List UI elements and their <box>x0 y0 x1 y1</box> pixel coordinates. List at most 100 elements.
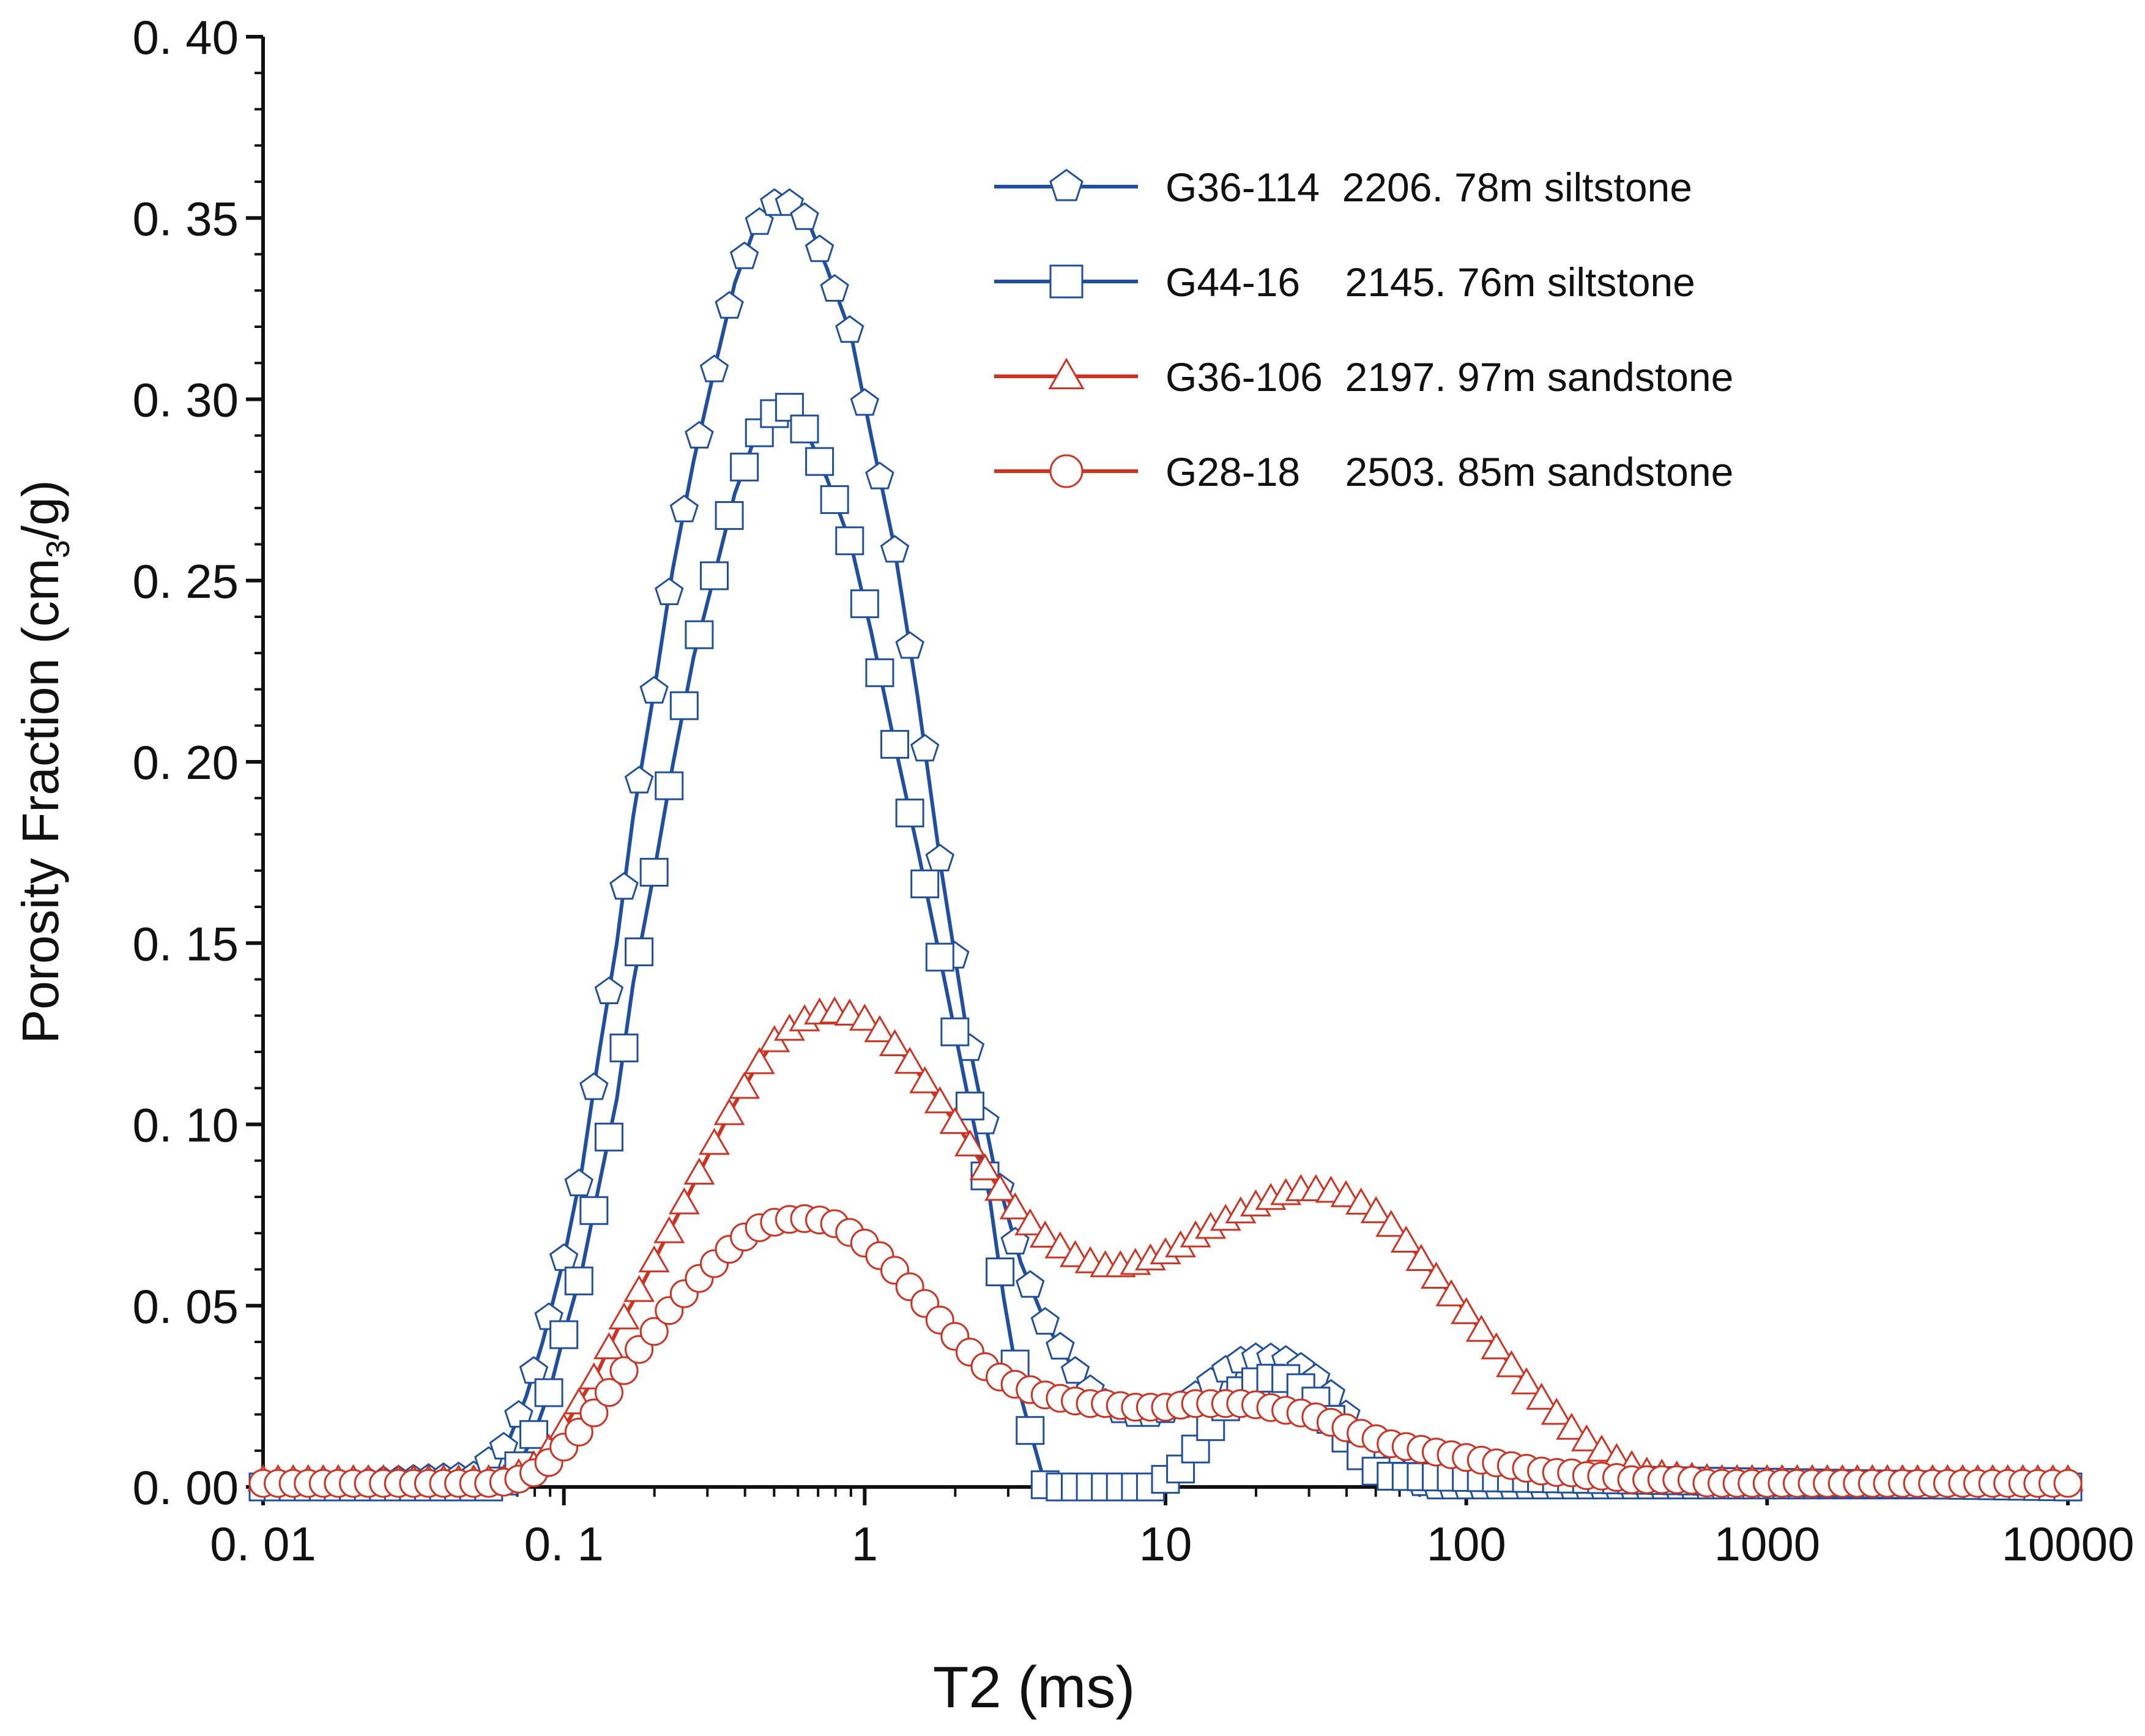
series-marker <box>879 1029 911 1056</box>
series-marker <box>954 1129 986 1157</box>
series-marker <box>865 461 894 490</box>
series-4 <box>248 1204 2083 1498</box>
series-marker <box>519 1356 549 1384</box>
series-marker <box>850 388 880 416</box>
series-marker <box>549 1243 579 1271</box>
series-marker <box>638 1245 670 1273</box>
legend-item: G44-16 2145. 76m siltstone <box>994 259 1695 305</box>
y-tick-label: 0. 25 <box>133 554 239 608</box>
series-marker <box>625 937 654 967</box>
series-marker <box>564 1266 593 1295</box>
y-axis-title-subscript: 3 <box>40 540 76 558</box>
series-marker <box>1345 1187 1377 1215</box>
series-marker <box>790 202 819 230</box>
series-marker <box>1044 1231 1076 1259</box>
y-tick-label: 0. 05 <box>133 1280 239 1333</box>
series-marker <box>1586 1434 1618 1462</box>
series-marker <box>1014 1208 1046 1235</box>
series-marker <box>730 452 759 482</box>
series-marker <box>608 1302 640 1330</box>
legend-label: G44-16 2145. 76m siltstone <box>1165 259 1695 305</box>
series-marker <box>549 1320 579 1349</box>
y-axis-ticks: 0. 00 0. 05 0. 10 0. 15 0. 20 0. 25 0. 30 0. 35… <box>133 10 263 1514</box>
y-axis-title-group: Porosity Fraction (cm3/g) <box>12 480 76 1044</box>
series-marker <box>594 1122 623 1152</box>
plot-area: 0. 00 0. 05 0. 10 0. 15 0. 20 0. 25 0. 30 0. 35… <box>133 10 2135 1571</box>
series-marker <box>1481 1332 1512 1360</box>
series-marker <box>955 1091 984 1120</box>
series-marker <box>969 1153 1001 1180</box>
series-marker <box>895 631 924 659</box>
series-marker <box>849 1004 880 1031</box>
series-marker <box>1420 1261 1452 1289</box>
x-tick-label: 1 <box>852 1517 878 1571</box>
series-marker <box>653 1216 685 1243</box>
series-marker <box>669 691 699 720</box>
series-marker <box>940 1017 970 1046</box>
y-axis-title-tail: /g) <box>12 480 69 540</box>
series-marker <box>639 857 669 887</box>
y-tick-label: 0. 40 <box>133 10 239 64</box>
y-axis-title: Porosity Fraction (cm3/g) <box>12 480 76 1044</box>
series-marker <box>700 561 729 590</box>
series-marker <box>669 494 699 523</box>
series-marker <box>850 589 879 619</box>
series-marker <box>1016 1416 1045 1445</box>
series-marker <box>609 872 639 900</box>
y-axis-title-main: Porosity Fraction (cm <box>12 558 69 1044</box>
series-marker <box>519 1420 548 1449</box>
series-marker <box>1375 1210 1407 1237</box>
series-marker <box>1330 1180 1362 1207</box>
x-axis-title: T2 (ms) <box>933 1655 1136 1720</box>
series-marker <box>639 676 669 704</box>
series-marker <box>2053 1469 2083 1498</box>
legend-marker <box>1049 168 1084 201</box>
series-marker <box>924 1086 956 1114</box>
series-marker <box>1541 1398 1572 1425</box>
series-marker <box>909 1066 941 1093</box>
series-marker <box>835 526 864 556</box>
series-marker <box>1016 1270 1045 1298</box>
series-marker <box>820 485 849 514</box>
legend-label: G36-106 2197. 97m sandstone <box>1165 354 1733 400</box>
series-marker <box>534 1378 563 1407</box>
series-marker <box>579 1072 609 1100</box>
series-marker <box>685 620 714 649</box>
legend-label: G28-18 2503. 85m sandstone <box>1165 449 1733 494</box>
series-marker <box>1511 1367 1542 1395</box>
legend-marker <box>1049 454 1084 488</box>
series-marker <box>655 771 684 800</box>
series-marker <box>820 274 849 302</box>
series-marker <box>1390 1225 1422 1253</box>
x-tick-label: 10000 <box>2002 1517 2135 1571</box>
series-marker <box>699 354 729 382</box>
y-tick-label: 0. 00 <box>133 1461 239 1514</box>
legend-item: G28-18 2503. 85m sandstone <box>994 449 1733 494</box>
series-2 <box>248 393 2083 1502</box>
series-marker <box>655 577 684 605</box>
series-marker <box>805 447 835 476</box>
series-marker <box>743 1047 775 1075</box>
x-tick-label: 100 <box>1427 1517 1506 1571</box>
series-marker <box>910 734 940 762</box>
series-marker <box>984 1174 1016 1201</box>
series-marker <box>1060 1356 1090 1384</box>
series-marker <box>1571 1424 1602 1451</box>
series-marker <box>594 1378 623 1407</box>
series-marker <box>698 1128 730 1155</box>
series-marker <box>910 869 940 898</box>
series-marker <box>624 766 654 794</box>
legend-marker <box>1048 357 1085 390</box>
series-marker <box>880 729 909 759</box>
series-marker <box>1465 1314 1497 1342</box>
series-marker <box>1360 1196 1392 1223</box>
series-marker <box>925 942 954 972</box>
x-tick-label: 0. 01 <box>210 1517 316 1571</box>
legend: G36-114 2206. 78m siltstone G44-16 2145. … <box>994 165 1733 494</box>
y-tick-label: 0. 35 <box>133 192 239 245</box>
series-marker <box>668 1187 700 1215</box>
series-marker <box>939 1106 971 1134</box>
series-marker <box>564 1168 593 1196</box>
series-marker <box>865 658 894 687</box>
